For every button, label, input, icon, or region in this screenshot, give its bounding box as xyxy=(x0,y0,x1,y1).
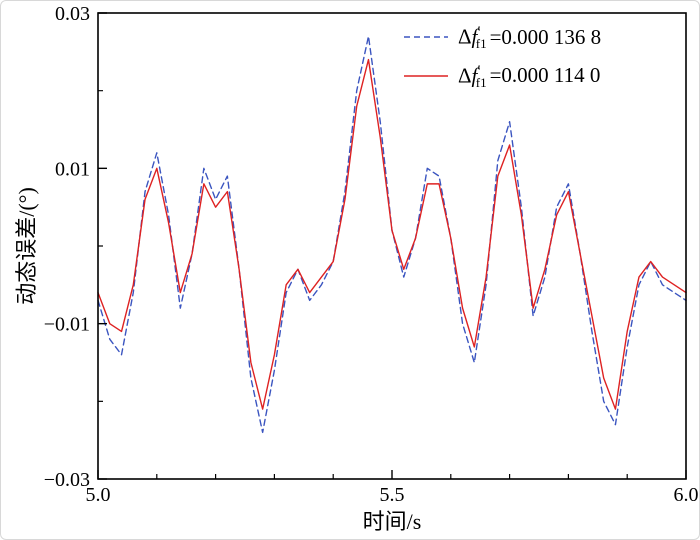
f-symbol: f xyxy=(471,24,478,49)
prime-symbol: ′ xyxy=(477,62,481,79)
x-tick-label: 6.0 xyxy=(674,484,699,506)
legend-entry-series1: Δf′f1 =0.000 136 8 xyxy=(403,23,601,52)
y-tick-label: 0.03 xyxy=(55,3,90,25)
legend-dashed-line-sample xyxy=(404,36,448,39)
y-tick-label: 0.01 xyxy=(55,158,90,180)
legend-value-series1: =0.000 136 8 xyxy=(489,24,602,49)
legend: Δf′f1 =0.000 136 8 Δf′f1 =0.000 114 0 xyxy=(403,23,601,90)
series-line-1 xyxy=(97,35,687,434)
y-axis-title: 动态误差/(°) xyxy=(14,187,39,305)
f1-subscript: f1 xyxy=(475,74,487,90)
legend-solid-line-sample xyxy=(404,75,448,77)
prime-symbol: ′ xyxy=(477,24,481,40)
x-tick-label: 5.5 xyxy=(380,484,405,506)
legend-label-series1: Δf′f1 =0.000 136 8 xyxy=(458,23,601,52)
legend-label-series2: Δf′f1 =0.000 114 0 xyxy=(458,62,600,91)
series-line-2 xyxy=(97,58,687,410)
x-tick-label: 5.0 xyxy=(86,484,111,506)
legend-entry-series2: Δf′f1 =0.000 114 0 xyxy=(403,62,601,91)
y-tick-label: −0.03 xyxy=(44,469,90,491)
f-symbol: f xyxy=(471,63,478,88)
legend-value-series2: =0.000 114 0 xyxy=(489,63,601,88)
y-tick-label: −0.01 xyxy=(44,314,90,336)
f1-subscript: f1 xyxy=(475,36,487,52)
delta-symbol: Δ xyxy=(458,24,472,49)
delta-symbol: Δ xyxy=(458,63,472,88)
x-axis-title: 时间/s xyxy=(362,509,422,534)
